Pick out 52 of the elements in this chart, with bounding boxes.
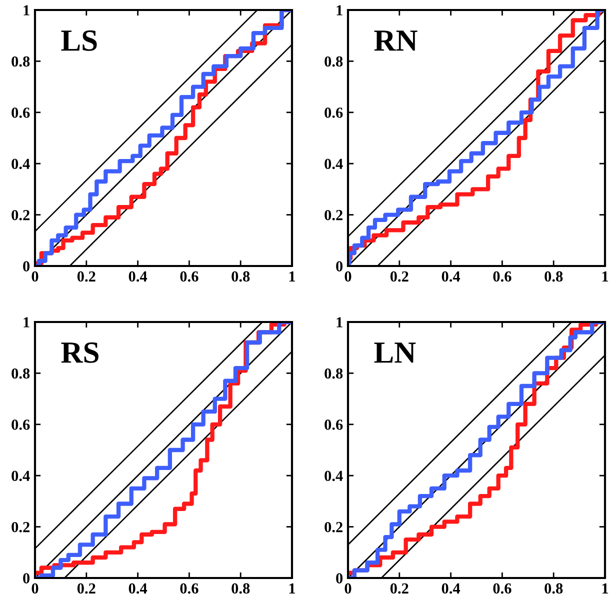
- y-tick-label: 0.2: [12, 522, 30, 532]
- y-tick-label: 0: [336, 573, 343, 584]
- y-tick-label: 0.8: [12, 56, 30, 67]
- y-tick-label: 0.6: [12, 108, 30, 118]
- x-tick-label: 0.4: [442, 583, 460, 594]
- x-tick-label: 0.2: [390, 271, 408, 282]
- text: LS: [61, 30, 97, 51]
- y-tick-label: 0: [23, 261, 30, 272]
- x-tick-label: 0.4: [442, 271, 460, 282]
- y-tick-label: 1: [24, 317, 30, 328]
- y-tick-label: 0.8: [12, 368, 30, 379]
- x-tick-label: 0.6: [180, 583, 198, 594]
- x-tick-label: 0: [32, 583, 38, 594]
- y-tick-label: 0.6: [12, 420, 30, 430]
- y-tick-label: 0.4: [324, 470, 343, 482]
- x-tick-label: 0.6: [180, 271, 198, 282]
- y-tick-label: 0.8: [324, 56, 343, 67]
- x-tick-label: 0.8: [232, 271, 250, 282]
- x-tick-label: 0.6: [493, 583, 512, 594]
- y-tick-label: 0.4: [324, 158, 343, 170]
- x-tick-label: 0.8: [232, 583, 250, 594]
- text: RN: [374, 30, 418, 51]
- y-tick-label: 1: [336, 5, 342, 16]
- x-tick-label: 0.4: [128, 271, 148, 282]
- y-tick-label: 0.8: [324, 368, 343, 379]
- x-tick-label: 1: [289, 583, 296, 594]
- x-tick-label: 0: [32, 271, 38, 282]
- y-tick-label: 0.6: [324, 420, 343, 430]
- y-tick-label: 0: [23, 573, 30, 584]
- x-tick-label: 0.8: [544, 271, 563, 282]
- y-tick-label: 0.2: [12, 210, 30, 220]
- x-tick-label: 0.2: [77, 271, 96, 282]
- x-tick-label: 0.2: [77, 583, 96, 594]
- y-tick-label: 0.4: [12, 470, 30, 482]
- y-tick-label: 1: [24, 5, 30, 16]
- x-tick-label: 0.8: [544, 583, 563, 594]
- x-tick-label: 0: [344, 583, 352, 594]
- y-tick-label: 0.2: [324, 210, 342, 220]
- x-tick-label: 1: [602, 271, 608, 282]
- x-tick-label: 0.2: [390, 583, 408, 594]
- y-tick-label: 0.6: [324, 108, 343, 118]
- y-tick-label: 1: [336, 317, 342, 328]
- x-tick-label: 1: [289, 271, 296, 282]
- text: LN: [374, 342, 416, 363]
- y-tick-label: 0.4: [12, 158, 30, 170]
- x-tick-label: 0: [344, 271, 352, 282]
- text: RS: [61, 342, 98, 363]
- x-tick-label: 0.4: [128, 583, 148, 594]
- y-tick-label: 0: [336, 261, 343, 272]
- x-tick-label: 1: [602, 583, 608, 594]
- x-tick-label: 0.6: [493, 271, 512, 282]
- y-tick-label: 0.2: [324, 522, 342, 532]
